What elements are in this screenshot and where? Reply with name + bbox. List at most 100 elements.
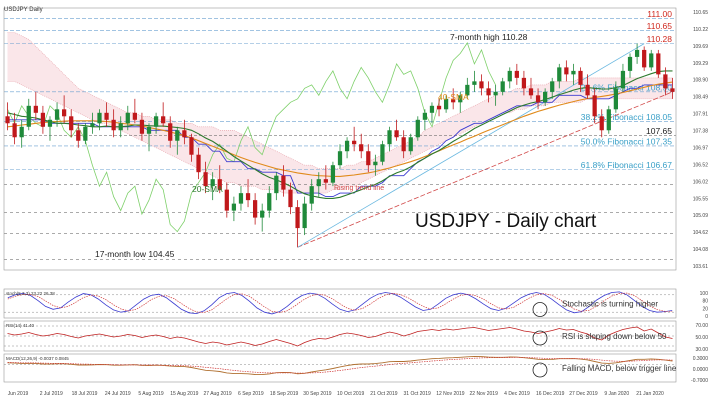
candle-body [465, 84, 470, 96]
candle-body [54, 109, 60, 120]
candle-body [429, 105, 435, 113]
annotation-sma40: 40-SMA [438, 92, 469, 102]
candle [302, 196, 307, 236]
annotation-low: 17-month low 104.45 [95, 249, 175, 259]
date-tick-label: 27 Dec 2019 [569, 391, 598, 397]
candle-body [401, 137, 406, 152]
candle-body [500, 81, 505, 92]
date-tick-label: 21 Jan 2020 [636, 391, 664, 397]
candle [564, 60, 569, 82]
subpanel-tick-label: 30.00 [695, 347, 708, 353]
subpanel-tick-label: 80 [702, 299, 708, 305]
candle [613, 81, 618, 113]
candle [19, 119, 24, 148]
candle [479, 74, 484, 96]
candle [642, 46, 647, 71]
date-tick-label: 24 Jul 2019 [105, 391, 131, 397]
candle-body [224, 189, 229, 211]
ichimoku-cloud [7, 32, 673, 194]
candle [111, 109, 116, 138]
candle [422, 109, 428, 131]
candle-body [139, 119, 145, 134]
candle [606, 105, 611, 134]
candle-body [217, 179, 222, 190]
candle-body [19, 126, 24, 138]
candle [486, 81, 491, 103]
candle-body [436, 105, 442, 110]
candle-body [231, 203, 237, 211]
candle-body [451, 98, 456, 103]
level-label: 110.65 [647, 21, 673, 31]
level-label: 23.6% Fibonacci 108.90 [581, 82, 672, 92]
candle-body [12, 123, 17, 138]
candle-body [649, 53, 654, 68]
price-tick-label: 110.65 [693, 10, 708, 16]
candle [83, 123, 88, 145]
candle-body [535, 95, 541, 103]
candle [436, 98, 442, 117]
price-tick-label: 109.69 [693, 44, 709, 50]
candle-body [663, 74, 668, 89]
candle [408, 133, 413, 155]
date-tick-label: 6 Sep 2019 [238, 391, 264, 397]
candle-body [252, 200, 258, 218]
candle [210, 172, 215, 201]
candle [146, 123, 152, 152]
subpanel-tick-label: 50.00 [695, 335, 708, 341]
date-tick-label: 18 Sep 2019 [270, 391, 299, 397]
candle-body [458, 95, 463, 103]
price-tick-label: 105.09 [693, 213, 709, 219]
main-panel-frame [3, 7, 677, 271]
candle [189, 133, 194, 162]
candle-body [111, 119, 116, 131]
date-tick-label: 27 Aug 2019 [204, 391, 232, 397]
candle-body [47, 119, 53, 127]
indicator-subpanels: stoch(5,3,3) 23.22 26.38 Stochastic is tu… [3, 288, 708, 384]
candle [252, 193, 258, 225]
chart-main-title: USDJPY - Daily chart [415, 211, 597, 232]
candle-body [161, 116, 166, 124]
candle-body [182, 130, 187, 138]
date-axis: Jun 2019 2 Jul 2019 18 Jul 2019 24 Jul 2019… [8, 391, 664, 397]
candle [443, 95, 449, 113]
candle-body [132, 112, 137, 120]
price-tick-label: 104.62 [693, 230, 709, 236]
date-tick-label: 18 Jul 2019 [72, 391, 98, 397]
candle-body [104, 112, 109, 120]
candle [274, 172, 279, 201]
candle [366, 144, 371, 173]
candle-body [578, 70, 583, 85]
candle [245, 179, 251, 208]
candle-body [189, 137, 194, 155]
candle [344, 137, 350, 159]
candle-body [394, 130, 399, 138]
candle-body [415, 119, 420, 138]
candle-body [245, 193, 251, 201]
candle [656, 49, 661, 78]
price-tick-label: 107.38 [693, 129, 709, 135]
candle-body [656, 53, 661, 75]
candle-body [76, 130, 81, 141]
candle-body [359, 144, 364, 152]
candle-body [40, 112, 46, 127]
candle-body [571, 70, 576, 75]
candle [380, 140, 385, 166]
level-label: 107.65 [646, 126, 672, 136]
highlight-circle [532, 362, 548, 378]
candle-body [344, 140, 350, 152]
candle-body [125, 112, 130, 124]
candle-body [352, 140, 357, 145]
candle-body [585, 84, 590, 96]
subpanel-macd: MACD(12,26,9) -0.0037 0.0845 Falling MACD… [3, 353, 708, 384]
date-tick-label: 5 Aug 2019 [138, 391, 164, 397]
candle [373, 154, 378, 176]
candle [359, 133, 364, 159]
level-label: 38.2% Fibonacci 108.05 [581, 112, 672, 122]
candle [309, 179, 314, 211]
candle [97, 109, 102, 131]
candle-body [309, 186, 314, 204]
candle-body [543, 91, 548, 103]
candle [90, 112, 95, 134]
price-tick-label: 104.08 [693, 247, 709, 253]
candle [514, 63, 519, 85]
